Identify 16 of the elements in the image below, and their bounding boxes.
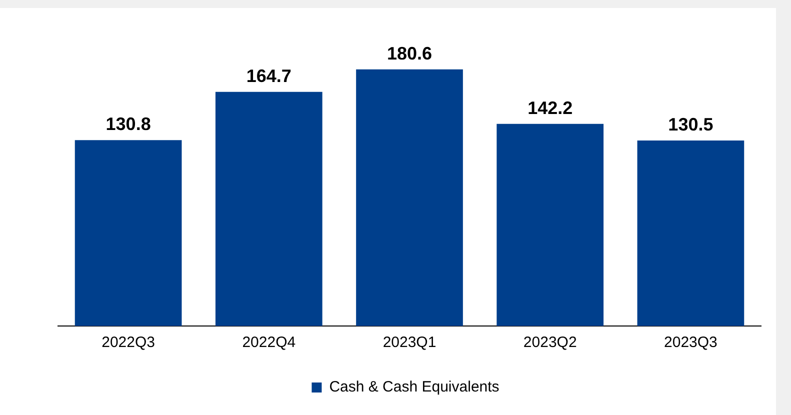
- bar: [496, 124, 604, 326]
- bar: [637, 140, 744, 326]
- data-label: 130.5: [668, 114, 714, 135]
- data-label: 142.2: [528, 98, 573, 118]
- x-tick-label: 2022Q4: [242, 334, 296, 352]
- bar: [356, 69, 463, 326]
- data-label: 180.6: [386, 43, 432, 64]
- data-label: 130.8: [106, 114, 151, 134]
- bar: [215, 92, 322, 326]
- bar: [74, 140, 182, 326]
- data-label: 164.7: [246, 66, 292, 86]
- legend-label: Cash & Cash Equivalents: [329, 378, 500, 396]
- x-tick-label: 2023Q3: [664, 334, 718, 352]
- x-tick-label: 2023Q2: [523, 334, 577, 352]
- x-tick-label: 2023Q1: [382, 334, 436, 352]
- x-tick-label: 2022Q3: [102, 334, 155, 352]
